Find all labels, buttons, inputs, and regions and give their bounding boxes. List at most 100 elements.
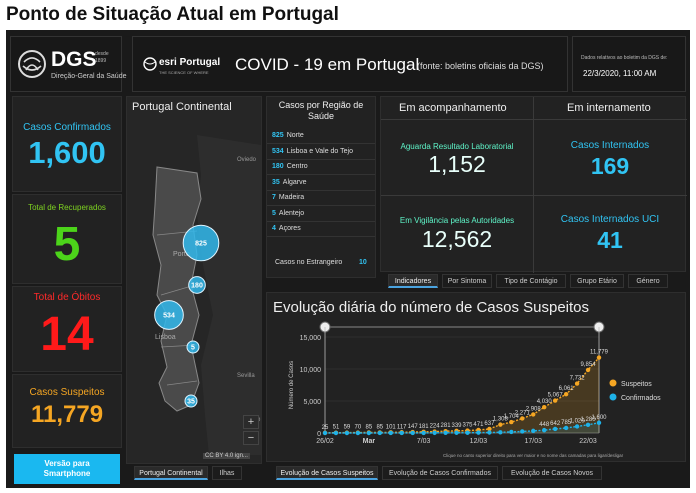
evolution-panel: Evolução diária do número de Casos Suspe… <box>266 292 686 462</box>
data-label: 117 <box>397 424 407 430</box>
map-bubble[interactable] <box>154 300 184 330</box>
data-point[interactable] <box>355 430 361 436</box>
data-point[interactable] <box>333 430 339 436</box>
legend-swatch[interactable] <box>609 393 617 401</box>
tab-portugal-continental-label: Portugal Continental <box>139 470 203 477</box>
legend-label[interactable]: Confirmados <box>621 395 661 402</box>
data-point[interactable] <box>388 430 393 436</box>
tab-grupo-etario[interactable]: Grupo Etário <box>570 274 624 288</box>
data-point[interactable] <box>476 430 481 435</box>
tab-tipo-contagio[interactable]: Tipo de Contágio <box>496 274 566 288</box>
data-point[interactable] <box>399 430 404 436</box>
zoom-out-button[interactable]: − <box>243 431 259 445</box>
data-label: 1,704 <box>504 414 520 420</box>
data-label: 59 <box>344 425 351 431</box>
map-bubble[interactable] <box>184 394 198 408</box>
data-label: 281 <box>441 423 452 429</box>
data-point[interactable] <box>531 412 536 417</box>
region-row[interactable]: 7 Madeira <box>267 191 375 206</box>
tab-evolucao-confirmados[interactable]: Evolução de Casos Confirmados <box>382 466 498 480</box>
x-tick-label: 22/03 <box>579 438 597 445</box>
data-point[interactable] <box>322 430 328 436</box>
region-row[interactable]: 4 Açores <box>267 222 375 237</box>
data-label: 85 <box>365 424 372 430</box>
tab-genero[interactable]: Género <box>628 274 668 288</box>
data-point[interactable] <box>585 422 591 428</box>
tab-por-sintoma-label: Por Sintoma <box>447 278 487 285</box>
data-point[interactable] <box>443 430 448 436</box>
data-point[interactable] <box>465 430 470 435</box>
data-point[interactable] <box>498 422 503 427</box>
map-canvas[interactable]: Oviedo Porto Lisboa Sevilla Gib 82518053… <box>127 115 261 455</box>
data-point[interactable] <box>552 398 558 403</box>
legend-label[interactable]: Suspeitos <box>621 381 652 388</box>
dashboard: DGS desde 1899 Direção-Geral da Saúde es… <box>6 30 690 488</box>
data-label: 471 <box>473 422 484 428</box>
data-point[interactable] <box>520 416 525 421</box>
map-bubble-label: 35 <box>187 399 195 406</box>
data-point[interactable] <box>520 429 525 434</box>
tab-por-sintoma[interactable]: Por Sintoma <box>442 274 492 288</box>
data-point[interactable] <box>421 430 426 436</box>
data-point[interactable] <box>366 430 372 436</box>
icu-value: 41 <box>597 227 623 253</box>
legend-swatch[interactable] <box>609 379 617 387</box>
data-point[interactable] <box>410 430 415 436</box>
data-label: 2,908 <box>526 406 542 412</box>
tab-evolucao-novos[interactable]: Evolução de Casos Novos <box>502 466 602 480</box>
region-row[interactable]: 180 Centro <box>267 160 375 175</box>
data-point[interactable] <box>542 427 547 433</box>
data-point[interactable] <box>487 430 492 435</box>
region-row[interactable]: 5 Alentejo <box>267 207 375 222</box>
kpi-confirmed-label: Casos Confirmados <box>23 122 111 133</box>
map-panel: Portugal Continental ··· Oviedo Porto Li… <box>126 96 262 464</box>
data-label: 642 <box>550 421 561 427</box>
region-row[interactable]: 825 Norte <box>267 129 375 144</box>
map-bubble[interactable] <box>182 224 220 262</box>
data-label: 4,030 <box>537 399 553 405</box>
data-point[interactable] <box>344 430 350 436</box>
data-point[interactable] <box>498 430 503 435</box>
tab-ilhas[interactable]: Ilhas <box>212 466 242 480</box>
data-point[interactable] <box>377 430 382 436</box>
map-bubble[interactable] <box>188 276 206 294</box>
smartphone-button[interactable]: Versão para Smartphone <box>14 454 120 484</box>
kpi-deaths-panel: Total de Óbitos 14 <box>12 286 122 372</box>
data-point[interactable] <box>574 381 580 386</box>
zoom-in-button[interactable]: + <box>243 415 259 429</box>
tab-indicadores[interactable]: Indicadores <box>388 274 438 288</box>
data-point[interactable] <box>531 428 536 434</box>
region-value: 35 <box>272 178 280 186</box>
evolution-chart[interactable]: 0 5,000 10,000 15,000 Número de Casos 26/02 Ma… <box>267 321 685 459</box>
map-bubble[interactable] <box>186 340 200 354</box>
x-tick-label: 26/02 <box>316 438 334 445</box>
data-point[interactable] <box>585 367 591 373</box>
data-point[interactable] <box>509 419 514 425</box>
data-point[interactable] <box>552 426 558 432</box>
data-point[interactable] <box>596 355 602 360</box>
data-point[interactable] <box>563 392 569 397</box>
data-point[interactable] <box>542 405 547 410</box>
region-row[interactable]: 35 Algarve <box>267 176 375 191</box>
kpi-recovered-panel: Total de Recuperados 5 <box>12 194 122 284</box>
data-point[interactable] <box>596 420 602 425</box>
hospital-header: Em internamento <box>567 102 651 114</box>
data-point[interactable] <box>487 426 492 432</box>
data-point[interactable] <box>563 425 569 431</box>
data-label: 375 <box>462 423 473 429</box>
data-label: 637 <box>484 421 495 427</box>
y-tick-label: 0 <box>317 431 321 438</box>
data-point[interactable] <box>432 430 437 436</box>
region-list: 825 Norte 534 Lisboa e Vale do Tejo 180 Centr… <box>267 129 375 239</box>
monitoring-header: Em acompanhamento <box>399 102 507 114</box>
tab-evolucao-suspeitos[interactable]: Evolução de Casos Suspeitos <box>276 466 378 480</box>
data-point[interactable] <box>574 424 580 429</box>
data-label: 1,308 <box>493 417 509 423</box>
tab-genero-label: Género <box>636 278 660 285</box>
kpi-deaths-value: 14 <box>40 308 94 361</box>
region-name: Norte <box>286 132 304 139</box>
region-row[interactable]: 534 Lisboa e Vale do Tejo <box>267 145 375 160</box>
data-point[interactable] <box>509 429 514 435</box>
data-point[interactable] <box>454 430 459 435</box>
tab-portugal-continental[interactable]: Portugal Continental <box>134 466 208 480</box>
